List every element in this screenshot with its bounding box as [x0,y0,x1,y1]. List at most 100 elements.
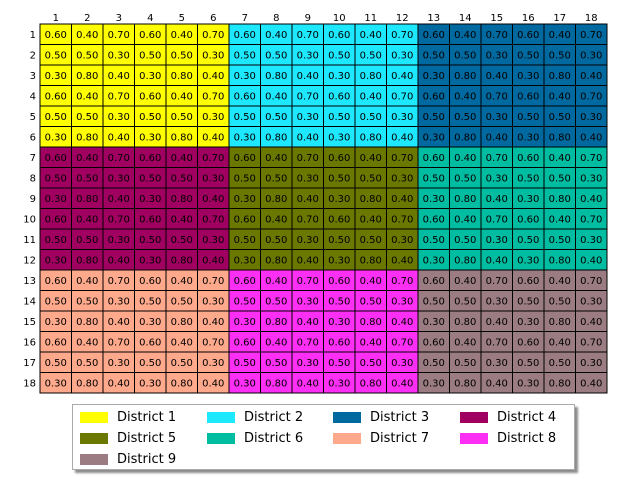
cell-value-label: 0.30 [580,296,602,307]
cell-value-label: 0.40 [549,153,571,164]
x-tick-labels: 1 2 3 4 5 6 7 8 9 10 11 12 13 14 15 16 17 18 [53,13,598,24]
cell-value-label: 0.40 [76,214,98,225]
cell-value-label: 0.70 [297,337,319,348]
cell-value-label: 0.40 [391,255,413,266]
cell-value-label: 0.50 [45,173,67,184]
y-tick-label: 12 [23,255,36,266]
cell-value-label: 0.50 [265,235,287,246]
legend-swatch [207,411,235,423]
cell-value-label: 0.40 [454,153,476,164]
cell-value-label: 0.40 [549,214,571,225]
cell-value-label: 0.30 [580,358,602,369]
legend-label: District 1 [117,409,177,425]
cell-value-label: 0.30 [517,378,539,389]
x-tick-label: 18 [585,13,598,24]
cell-value-label: 0.50 [265,173,287,184]
cell-value-label: 0.40 [549,276,571,287]
cell-value-label: 0.40 [265,276,287,287]
cell-value-label: 0.80 [360,132,382,143]
cell-value-label: 0.50 [549,173,571,184]
cell-value-label: 0.30 [139,378,161,389]
x-tick-label: 5 [179,13,185,24]
cell-value-label: 0.40 [391,71,413,82]
cell-value-label: 0.70 [486,276,508,287]
cell-value-label: 0.80 [454,255,476,266]
cell-value-label: 0.70 [297,91,319,102]
cell-value-label: 0.70 [202,214,224,225]
heatmap-cells: 0.60 0.40 0.70 0.60 0.40 0.70 0.60 0.40 0.70 0.60… [39,23,608,394]
legend-swatch [80,453,108,465]
cell-value-label: 0.40 [171,337,193,348]
x-tick-label: 10 [333,13,346,24]
cell-value-label: 0.40 [76,91,98,102]
cell-value-label: 0.30 [45,378,67,389]
heatmap-cell [575,372,608,394]
cell-value-label: 0.50 [328,358,350,369]
cell-value-label: 0.60 [234,30,256,41]
cell-value-label: 0.60 [139,153,161,164]
cell-value-label: 0.50 [423,358,445,369]
cell-value-label: 0.60 [139,337,161,348]
cell-value-label: 0.40 [202,194,224,205]
cell-value-label: 0.40 [486,378,508,389]
legend-label: District 3 [370,409,430,425]
cell-value-label: 0.70 [108,153,130,164]
cell-value-label: 0.30 [580,50,602,61]
cell-value-label: 0.80 [76,378,98,389]
cell-value-label: 0.50 [454,358,476,369]
cell-value-label: 0.40 [297,378,319,389]
cell-value-label: 0.40 [391,194,413,205]
cell-value-label: 0.30 [234,132,256,143]
cell-value-label: 0.60 [517,153,539,164]
cell-value-label: 0.30 [297,173,319,184]
cell-value-label: 0.40 [202,378,224,389]
cell-value-label: 0.40 [580,255,602,266]
cell-value-label: 0.40 [297,71,319,82]
cell-value-label: 0.30 [391,173,413,184]
cell-value-label: 0.40 [360,153,382,164]
x-tick-label: 3 [116,13,122,24]
cell-value-label: 0.70 [486,30,508,41]
cell-value-label: 0.60 [139,276,161,287]
y-tick-label: 1 [30,30,36,41]
cell-value-label: 0.40 [360,276,382,287]
cell-value-label: 0.60 [45,30,67,41]
cell-value-label: 0.30 [517,132,539,143]
cell-value-label: 0.60 [139,30,161,41]
legend-swatch [80,411,108,423]
cell-value-label: 0.50 [549,296,571,307]
cell-value-label: 0.80 [454,317,476,328]
cell-value-label: 0.30 [234,194,256,205]
cell-value-label: 0.30 [297,112,319,123]
cell-value-label: 0.60 [517,91,539,102]
cell-value-label: 0.30 [328,378,350,389]
cell-value-label: 0.30 [108,235,130,246]
cell-value-label: 0.60 [423,276,445,287]
cell-value-label: 0.50 [360,235,382,246]
x-tick-label: 7 [242,13,248,24]
cell-value-label: 0.30 [486,358,508,369]
cell-value-label: 0.50 [517,50,539,61]
cell-value-label: 0.30 [45,71,67,82]
cell-value-label: 0.50 [517,173,539,184]
legend-entry: District 3 [333,408,429,426]
cell-value-label: 0.30 [139,194,161,205]
cell-value-label: 0.30 [391,235,413,246]
cell-value-label: 0.80 [76,194,98,205]
cell-value-label: 0.40 [202,71,224,82]
legend-swatch [80,432,108,444]
cell-value-label: 0.40 [297,255,319,266]
legend-entry: District 7 [333,429,429,447]
legend-label: District 4 [497,409,557,425]
cell-value-label: 0.50 [139,112,161,123]
cell-value-label: 0.70 [391,91,413,102]
cell-value-label: 0.30 [423,255,445,266]
cell-value-label: 0.50 [328,112,350,123]
cell-value-label: 0.80 [265,317,287,328]
cell-value-label: 0.30 [139,317,161,328]
cell-value-label: 0.70 [202,30,224,41]
cell-value-label: 0.50 [454,112,476,123]
cell-value-label: 0.30 [108,173,130,184]
cell-value-label: 0.40 [486,317,508,328]
cell-value-label: 0.40 [360,214,382,225]
